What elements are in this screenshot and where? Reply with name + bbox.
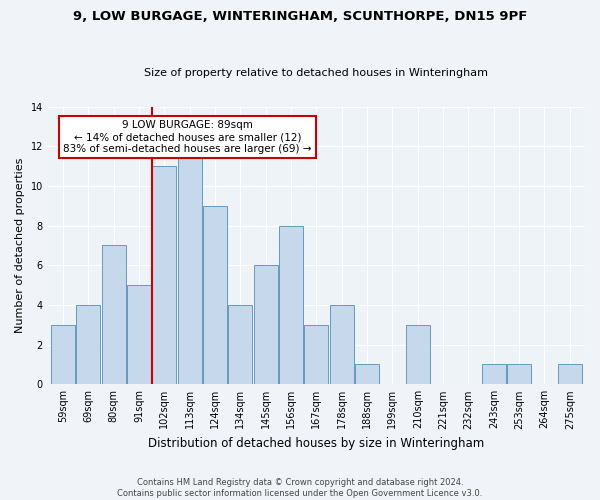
Y-axis label: Number of detached properties: Number of detached properties — [15, 158, 25, 333]
Bar — [76, 305, 100, 384]
Bar — [482, 364, 506, 384]
Bar — [279, 226, 303, 384]
Title: Size of property relative to detached houses in Winteringham: Size of property relative to detached ho… — [145, 68, 488, 78]
Bar — [329, 305, 354, 384]
Bar — [355, 364, 379, 384]
Bar — [229, 305, 253, 384]
Bar — [558, 364, 582, 384]
Bar — [127, 285, 151, 384]
Text: 9, LOW BURGAGE, WINTERINGHAM, SCUNTHORPE, DN15 9PF: 9, LOW BURGAGE, WINTERINGHAM, SCUNTHORPE… — [73, 10, 527, 23]
Text: Contains HM Land Registry data © Crown copyright and database right 2024.
Contai: Contains HM Land Registry data © Crown c… — [118, 478, 482, 498]
X-axis label: Distribution of detached houses by size in Winteringham: Distribution of detached houses by size … — [148, 437, 485, 450]
Bar — [254, 266, 278, 384]
Text: 9 LOW BURGAGE: 89sqm
← 14% of detached houses are smaller (12)
83% of semi-detac: 9 LOW BURGAGE: 89sqm ← 14% of detached h… — [63, 120, 312, 154]
Bar — [152, 166, 176, 384]
Bar — [304, 325, 328, 384]
Bar — [406, 325, 430, 384]
Bar — [203, 206, 227, 384]
Bar — [507, 364, 531, 384]
Bar — [178, 146, 202, 384]
Bar — [101, 246, 126, 384]
Bar — [51, 325, 75, 384]
